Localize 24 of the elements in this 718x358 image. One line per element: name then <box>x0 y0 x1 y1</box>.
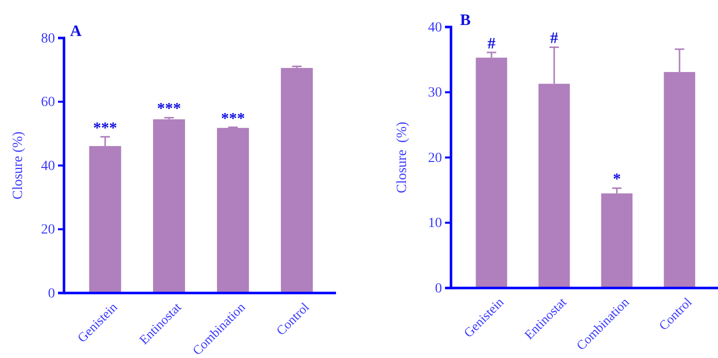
y-tick-label: 0 <box>435 281 442 296</box>
y-tick-label: 40 <box>41 158 55 174</box>
y-axis-title: Closure (%) <box>10 131 26 200</box>
annotation: *** <box>220 110 245 128</box>
y-tick-label: 20 <box>41 222 55 238</box>
bar <box>280 68 313 293</box>
annotation: * <box>612 171 621 188</box>
annotation: # <box>550 30 558 48</box>
chart-title: B <box>460 12 471 29</box>
y-tick-label: 0 <box>48 286 55 302</box>
y-axis-title: Closure (%) <box>394 121 410 194</box>
chart-title: A <box>70 23 82 40</box>
y-tick-label: 10 <box>428 216 442 232</box>
y-tick-label: 30 <box>428 86 442 101</box>
y-tick-label: 40 <box>428 20 442 36</box>
annotation: *** <box>157 100 182 118</box>
annotation: *** <box>93 120 118 137</box>
bar <box>153 119 186 293</box>
y-tick-label: 80 <box>41 31 55 46</box>
bar <box>216 128 249 293</box>
bar <box>601 193 633 288</box>
annotation: # <box>487 35 496 52</box>
y-tick-label: 20 <box>428 150 442 166</box>
y-tick-label: 60 <box>41 95 55 110</box>
